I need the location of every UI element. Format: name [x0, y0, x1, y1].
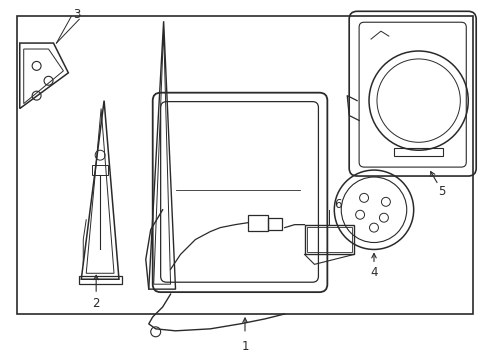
Bar	[79, 276, 122, 284]
Text: 2: 2	[92, 297, 100, 310]
Text: 3: 3	[73, 8, 81, 21]
Bar	[17, 16, 472, 314]
Text: 4: 4	[369, 266, 377, 279]
Bar	[267, 218, 281, 230]
Text: 6: 6	[334, 198, 341, 211]
Bar	[306, 227, 351, 252]
Text: 1: 1	[241, 340, 248, 353]
Bar	[393, 148, 443, 156]
Text: 5: 5	[437, 185, 444, 198]
Bar	[247, 215, 267, 231]
Bar	[92, 165, 108, 175]
